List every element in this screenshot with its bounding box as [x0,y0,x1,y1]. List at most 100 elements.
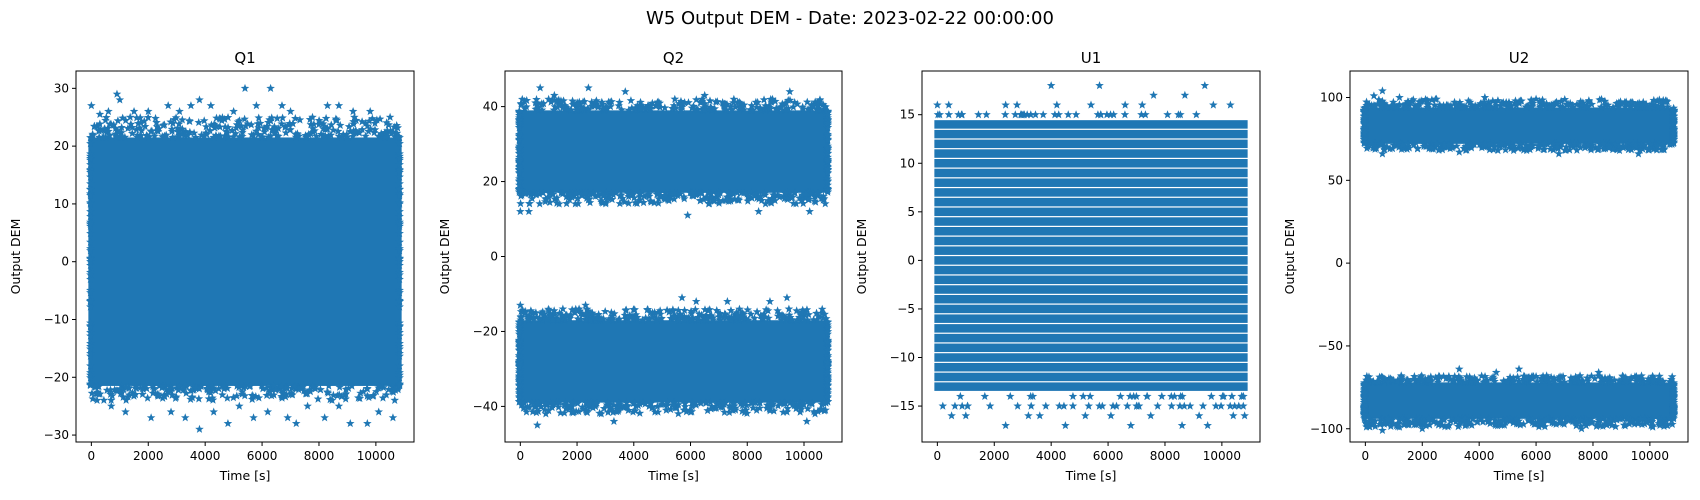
data-point [305,115,315,124]
outlier-point [229,106,238,116]
data-point [1619,420,1629,429]
data-point [599,191,609,200]
data-point [938,401,948,410]
data-point [131,381,140,390]
data-point [379,383,388,392]
data-point [720,103,729,112]
data-point [1396,371,1406,380]
outlier-point [782,293,792,302]
data-point [663,398,672,407]
data-point [251,126,261,135]
data-point [573,194,583,203]
data-point [1549,376,1559,385]
data-point [1108,401,1118,410]
data-point [525,199,534,208]
data-point [1542,371,1551,380]
x-tick-label: 6000 [1521,449,1552,463]
data-point [254,113,264,122]
data-point [1552,99,1562,108]
data-point [568,100,578,109]
y-tick-label: −20 [44,370,69,384]
data-point [1587,417,1596,426]
level-band [934,159,1248,168]
data-point [737,308,747,317]
data-point [567,398,577,407]
data-point [1604,417,1614,426]
data-point [704,199,714,208]
data-point [1624,145,1633,154]
data-point [211,386,220,395]
data-point [1395,100,1404,109]
data-point [607,194,617,204]
data-point [274,131,283,140]
data-point [127,122,137,132]
data-point [1360,414,1369,423]
data-point [1482,375,1492,384]
y-tick-label: 50 [1328,173,1343,187]
data-point [196,381,206,391]
data-point [1583,376,1593,385]
data-point [1382,101,1392,110]
data-point [809,407,819,416]
data-point [523,188,533,198]
data-point [1587,371,1596,380]
data-point [786,313,795,322]
data-point [804,310,813,319]
data-point [752,103,761,112]
data-point [86,160,95,169]
data-point [1516,96,1525,105]
data-point [560,399,569,408]
outlier-point [691,296,701,306]
data-point [597,97,607,106]
outlier-point [92,395,102,405]
data-point [1022,110,1032,119]
data-point [542,314,551,324]
data-point [752,189,762,198]
data-point [1584,140,1593,149]
data-point [1562,100,1572,109]
data-point [240,391,250,400]
data-point [775,192,784,201]
data-point [725,408,734,417]
data-point [1163,110,1172,119]
data-point [111,124,120,133]
data-point [257,381,266,390]
data-point [1648,414,1658,423]
data-point [1491,98,1500,107]
data-point [809,315,818,324]
data-point [813,189,823,198]
data-point [1636,377,1646,386]
data-point [277,382,286,391]
data-point [691,400,701,409]
data-point [1452,100,1461,109]
data-point [249,130,258,139]
data-point [1650,140,1659,149]
data-point [324,381,334,390]
data-point [1375,372,1384,381]
data-point [515,345,524,354]
data-point [670,94,680,103]
data-point [1527,96,1536,105]
x-tick-label: 4000 [190,449,221,463]
data-point [1370,141,1380,150]
data-point [1473,417,1482,426]
data-point [755,103,765,112]
y-tick-label: −20 [473,324,498,338]
data-point [783,194,792,204]
x-tick-label: 10000 [785,449,823,463]
outlier-point [516,300,525,309]
data-point [797,307,806,316]
subplot-u2: 0 2000 4000 6000 8000 10000−100−50050100U2Tim… [1282,49,1689,483]
data-point [607,405,616,414]
data-point [88,394,98,403]
data-point [646,197,656,206]
data-point [1408,374,1418,383]
data-point [668,400,678,409]
data-point [113,116,123,125]
data-point [515,358,524,367]
data-point [554,199,564,208]
outlier-point [286,106,295,116]
data-point [706,193,716,202]
data-point [239,383,248,392]
data-point [738,406,747,415]
